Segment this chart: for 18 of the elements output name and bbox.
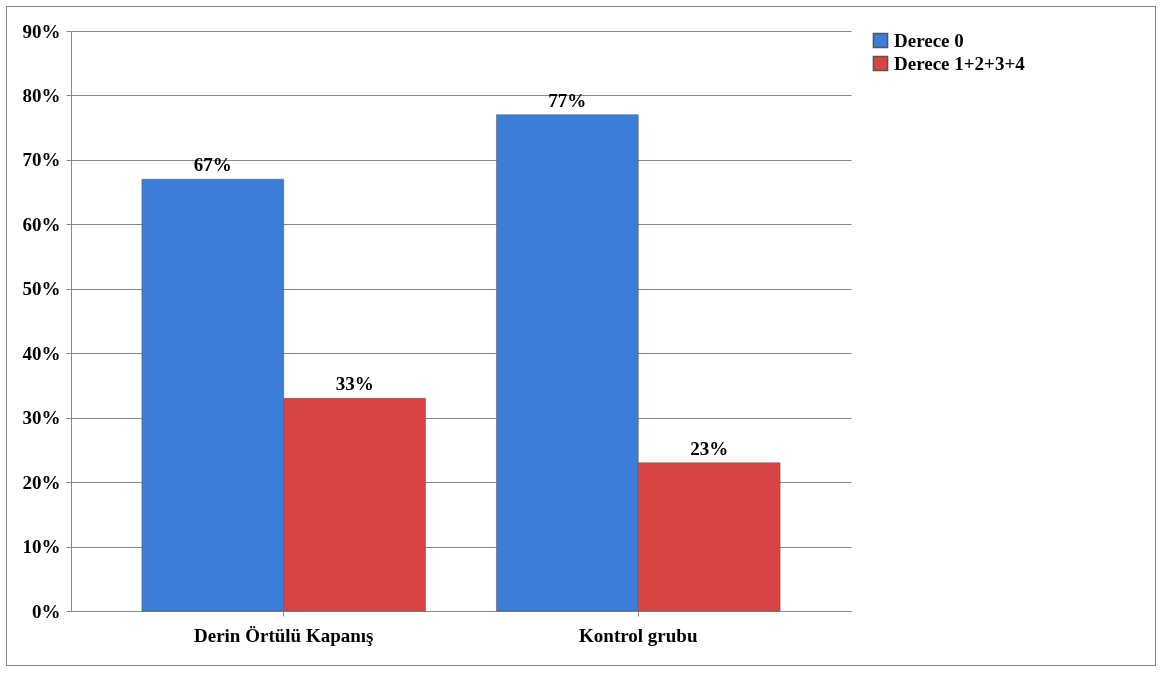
x-tick-label: Derin Örtülü Kapanış (193, 624, 374, 646)
y-tick-label: 60% (22, 213, 61, 235)
y-tick-label: 30% (22, 407, 61, 429)
legend-label: Derece 0 (894, 29, 964, 51)
data-label: 67% (193, 154, 232, 176)
data-label: 23% (690, 437, 729, 459)
y-tick-label: 70% (22, 149, 61, 171)
data-label: 33% (335, 373, 374, 395)
y-tick-label: 50% (22, 278, 61, 300)
data-label: 77% (548, 89, 587, 111)
y-tick-label: 80% (22, 84, 61, 106)
y-tick-label: 10% (22, 536, 61, 558)
y-tick-label: 0% (32, 600, 61, 622)
y-tick-label: 40% (22, 342, 61, 364)
x-tick-label: Kontrol grubu (579, 624, 698, 646)
y-tick-label: 20% (22, 471, 61, 493)
legend-label: Derece 1+2+3+4 (894, 52, 1026, 74)
y-tick-label: 90% (22, 20, 61, 42)
